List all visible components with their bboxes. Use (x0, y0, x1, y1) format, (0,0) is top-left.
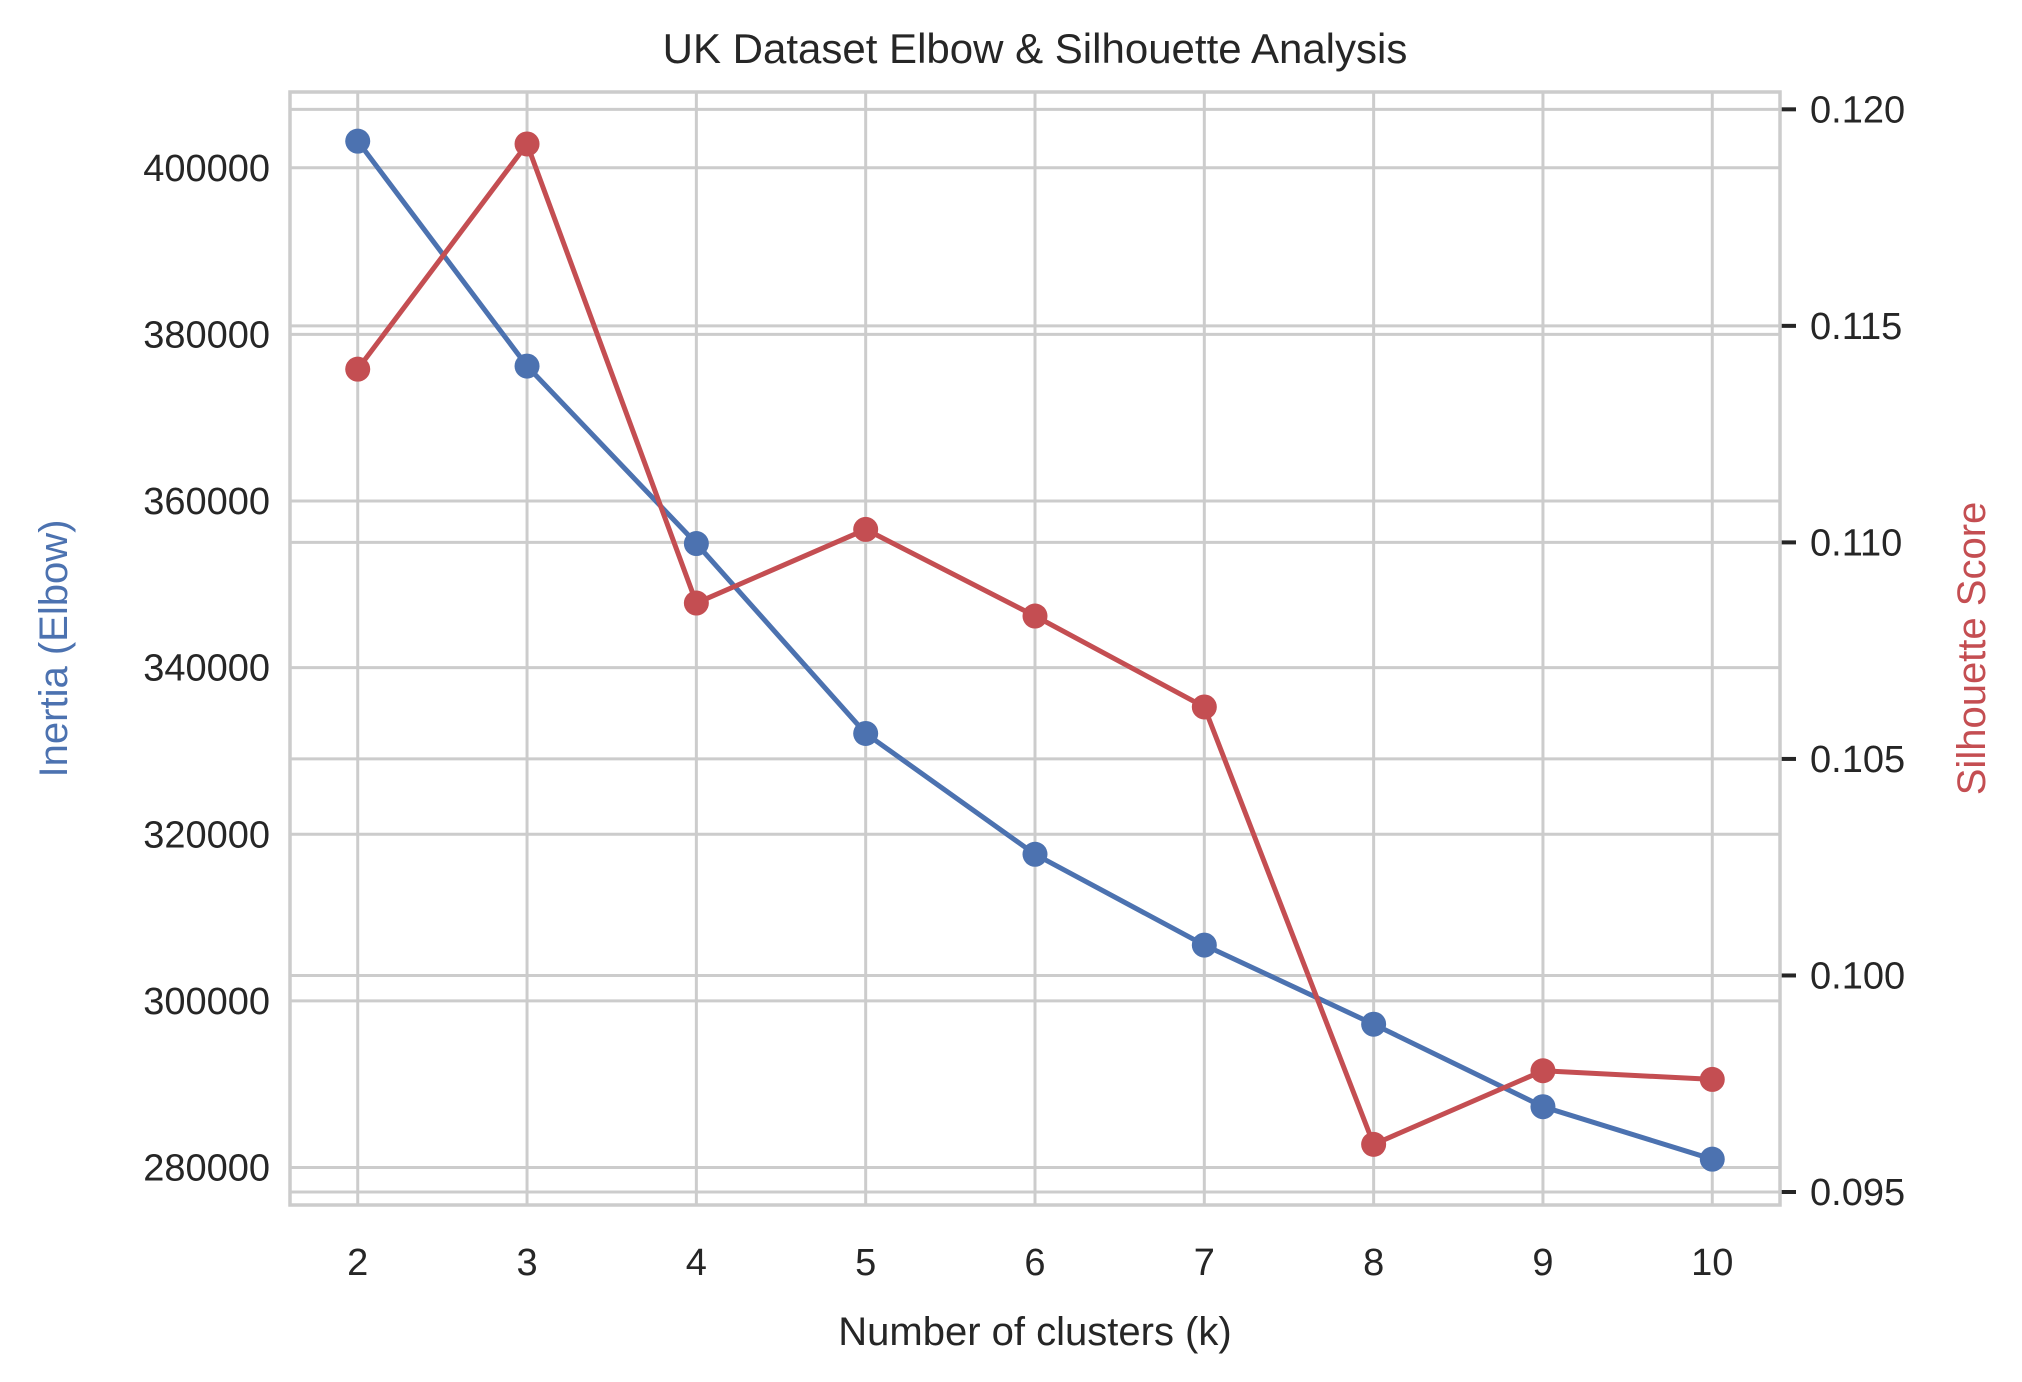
x-tick-label: 5 (855, 1242, 876, 1284)
right-y-axis: 0.095 0.100 0.105 0.110 0.115 0.120 (1780, 89, 1905, 1214)
inertia-point (1699, 1146, 1725, 1172)
left-y-tick-label: 400000 (143, 148, 270, 190)
right-y-tick-label: 0.100 (1810, 955, 1905, 997)
silhouette-point (1699, 1066, 1725, 1092)
right-y-tick-label: 0.110 (1810, 522, 1902, 564)
left-y-tick-label: 300000 (143, 981, 270, 1023)
x-tick-label: 8 (1363, 1242, 1384, 1284)
inertia-point (1361, 1011, 1387, 1037)
silhouette-point (1191, 694, 1217, 720)
right-y-tick-label: 0.115 (1810, 306, 1902, 348)
series-layer (345, 128, 1725, 1172)
silhouette-point (1530, 1058, 1556, 1084)
x-tick-label: 3 (516, 1242, 537, 1284)
right-y-tick-label: 0.120 (1810, 89, 1905, 131)
inertia-point (514, 353, 540, 379)
left-y-tick-label: 360000 (143, 481, 270, 523)
left-y-axis: 280000 300000 320000 340000 360000 380000 4000… (143, 148, 270, 1190)
inertia-point (1191, 932, 1217, 958)
plot-frame (288, 90, 1782, 1207)
left-y-tick-label: 380000 (143, 314, 270, 356)
right-y-tick-label: 0.095 (1810, 1172, 1905, 1214)
inertia-point (345, 128, 371, 154)
left-y-tick-label: 280000 (143, 1148, 270, 1190)
silhouette-point (1361, 1131, 1387, 1157)
silhouette-point (345, 356, 371, 382)
left-y-tick-label: 320000 (143, 814, 270, 856)
x-tick-label: 7 (1194, 1242, 1215, 1284)
x-axis-label: Number of clusters (k) (838, 1310, 1231, 1354)
right-y-axis-label: Silhouette Score (1950, 502, 1994, 796)
silhouette-point (683, 590, 709, 616)
silhouette-point (514, 131, 540, 157)
inertia-point (1530, 1094, 1556, 1120)
x-tick-label: 4 (686, 1242, 707, 1284)
x-tick-label: 2 (347, 1242, 368, 1284)
silhouette-point (1022, 603, 1048, 629)
inertia-point (1022, 841, 1048, 867)
right-y-tick-label: 0.105 (1810, 739, 1905, 781)
x-axis: 2 3 4 5 6 7 8 9 10 (347, 1242, 1733, 1284)
silhouette-point (853, 516, 879, 542)
inertia-point (683, 531, 709, 557)
x-tick-label: 10 (1691, 1242, 1733, 1284)
left-y-axis-label: Inertia (Elbow) (32, 520, 76, 778)
x-tick-label: 6 (1024, 1242, 1045, 1284)
grid-layer (290, 92, 1780, 1205)
x-tick-label: 9 (1532, 1242, 1553, 1284)
inertia-point (853, 720, 879, 746)
chart-title: UK Dataset Elbow & Silhouette Analysis (663, 25, 1408, 72)
left-y-tick-label: 340000 (143, 648, 270, 690)
